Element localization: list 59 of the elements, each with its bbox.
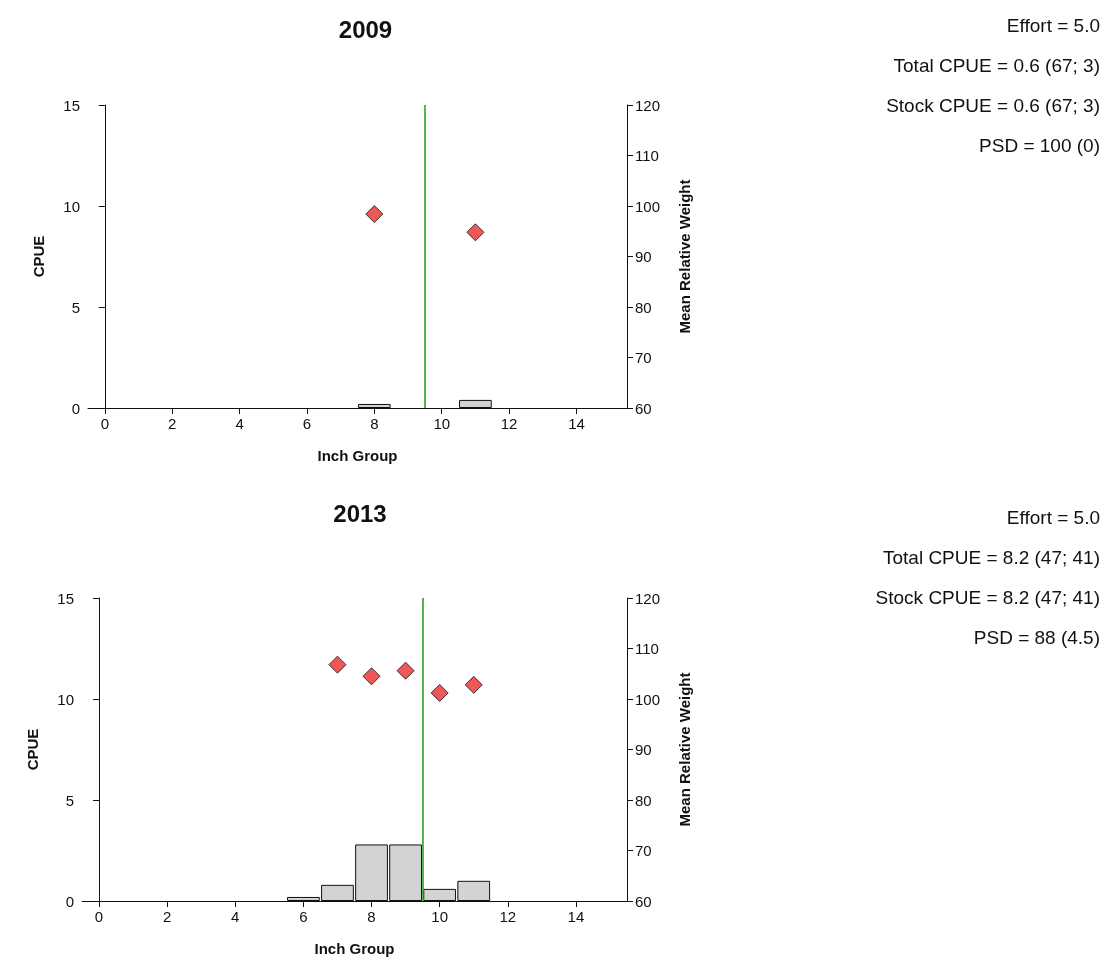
x-tick-label: 10 — [433, 415, 451, 432]
x-tick-label: 14 — [567, 908, 585, 925]
y2-tick-label: 90 — [635, 248, 652, 265]
y2-tick-label: 70 — [635, 349, 652, 366]
y-tick-label: 0 — [65, 892, 74, 910]
chart-title: 2009 — [338, 15, 393, 43]
text: Stock CPUE = 0.6 (67; 3) — [886, 94, 1100, 118]
y2-tick-label: 90 — [635, 741, 652, 758]
point — [396, 661, 415, 680]
y2-tick-label: 80 — [635, 791, 652, 809]
x-tick-label: 2 — [168, 415, 177, 432]
y2-axis-title: Mean Relative Weight — [676, 179, 693, 334]
y-tick-label: 10 — [57, 690, 74, 708]
point — [464, 675, 483, 694]
x-tick-label: 4 — [235, 415, 244, 432]
point — [328, 655, 347, 674]
y2-axis-title: Mean Relative Weight — [676, 672, 693, 827]
text: Total CPUE = 0.6 (67; 3) — [892, 54, 1100, 78]
x-tick-label: 12 — [500, 415, 518, 432]
x-tick-label: 0 — [94, 908, 104, 925]
x-axis-title: Inch Group — [314, 940, 395, 957]
y-tick-label: 15 — [63, 96, 80, 114]
y-tick-label: 10 — [63, 197, 80, 215]
y2-tick-label: 60 — [635, 399, 652, 417]
y2-tick-label: 110 — [635, 147, 659, 164]
x-tick-label: 6 — [302, 415, 312, 432]
x-tick-label: 8 — [367, 908, 376, 925]
text: PSD = 88 (4.5) — [972, 626, 1100, 650]
x-tick-label: 8 — [370, 415, 379, 432]
x-tick-label: 14 — [568, 415, 585, 432]
y-tick-label: 5 — [65, 791, 74, 809]
y2-tick-label: 80 — [635, 298, 652, 316]
y2-tick-label: 70 — [635, 842, 652, 859]
y2-tick-label: 100 — [635, 197, 661, 215]
x-tick-label: 2 — [162, 908, 172, 925]
x-tick-label: 0 — [100, 415, 110, 432]
x-tick-label: 4 — [231, 908, 240, 925]
y-axis-title: CPUE — [30, 235, 47, 278]
y2-tick-label: 110 — [635, 640, 659, 657]
chart-title: 2013 — [333, 499, 387, 527]
y-tick-label: 5 — [71, 298, 80, 316]
y-tick-label: 15 — [57, 589, 74, 607]
text: PSD = 100 (0) — [978, 134, 1100, 158]
x-tick-label: 12 — [499, 908, 517, 925]
text: Total CPUE = 8.2 (47; 41) — [881, 546, 1100, 570]
y2-tick-label: 60 — [635, 892, 652, 910]
x-tick-label: 6 — [299, 908, 308, 925]
y2-tick-label: 100 — [635, 690, 661, 708]
text: Stock CPUE = 8.2 (47; 41) — [875, 586, 1100, 610]
y2-tick-label: 120 — [635, 96, 661, 114]
x-axis-title: Inch Group — [317, 447, 398, 464]
text: Effort = 5.0 — [1005, 14, 1100, 38]
y2-tick-label: 120 — [635, 589, 661, 607]
y-axis-title: CPUE — [24, 728, 41, 771]
point — [430, 683, 449, 702]
text: Effort = 5.0 — [1005, 506, 1100, 530]
x-tick-label: 10 — [431, 908, 448, 925]
point — [362, 667, 381, 686]
y-tick-label: 0 — [71, 399, 80, 417]
